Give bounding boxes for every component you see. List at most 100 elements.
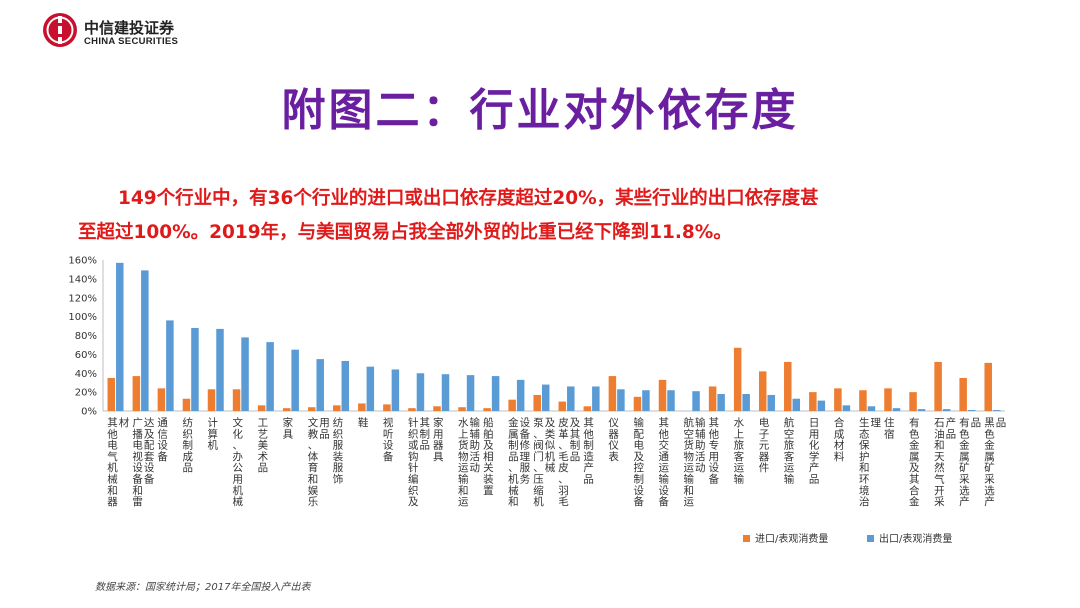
y-tick-label: 20% (75, 388, 97, 399)
bar-import (182, 398, 191, 411)
x-category-label: 针织或钩针编织及其制品 (408, 416, 430, 508)
bar-export (717, 394, 725, 411)
bar-export (191, 327, 199, 411)
bar-import (834, 388, 842, 411)
logo-english-name: CHINA SECURITIES (84, 36, 179, 47)
subtitle-line-1: 149个行业中，有36个行业的进口或出口依存度超过20%，某些行业的出口依存度甚 (118, 188, 819, 209)
bar-export (967, 410, 976, 411)
bar-export (692, 391, 700, 411)
bar-import (358, 403, 366, 411)
bar-export (441, 374, 450, 411)
bar-import (909, 392, 917, 411)
bar-export (592, 386, 600, 411)
bar-import (859, 390, 867, 411)
bar-export (742, 394, 750, 411)
bar-import (483, 408, 491, 411)
x-category-label: 文教、体育和娱乐用品 (308, 416, 330, 508)
bar-import (809, 392, 817, 411)
bar-import (708, 386, 717, 411)
bar-export (842, 405, 851, 411)
bar-import (884, 388, 892, 411)
legend-label-export: 出口/表观消费量 (879, 532, 952, 545)
x-category-label: 航空旅客运输 (784, 416, 795, 486)
x-category-label: 生态保护和环境治理 (859, 416, 882, 508)
bar-import (959, 377, 967, 411)
x-category-label: 黑色金属矿采选产品 (984, 417, 1006, 508)
x-category-label: 工艺美术品 (258, 417, 269, 474)
x-category-label: 航空货物运输和运输辅助活动 (684, 416, 707, 508)
bar-export (341, 360, 350, 411)
bar-import (583, 406, 592, 411)
bar-import (433, 406, 441, 411)
bar-import (257, 405, 266, 411)
y-tick-label: 40% (75, 369, 97, 380)
y-tick-label: 0% (81, 407, 97, 418)
bar-import (758, 371, 767, 411)
bar-import (633, 396, 642, 411)
x-category-label: 其他电气机械和器材 (107, 416, 129, 508)
x-category-label: 纺织服装服饰 (333, 416, 344, 486)
bar-export (867, 406, 876, 411)
x-category-label: 输配电及控制设备 (633, 416, 644, 508)
bar-import (733, 347, 742, 411)
bar-import (282, 408, 291, 411)
bar-export (116, 262, 124, 411)
x-category-label: 仪器仪表 (608, 417, 619, 463)
bar-export (241, 337, 249, 411)
bar-export (667, 390, 675, 411)
x-category-label: 视听设备 (383, 416, 394, 463)
y-tick-label: 120% (68, 293, 97, 304)
bar-import (784, 361, 792, 411)
bar-import (458, 407, 466, 411)
x-category-label: 有色金属及其合金 (909, 416, 920, 508)
bar-export (166, 320, 174, 411)
data-source-note: 数据来源：国家统计局；2017年全国投入产出表 (95, 582, 311, 593)
subtitle-line-2: 至超过100%。2019年，与美国贸易占我全部外贸的比重已经下降到11.8%。 (78, 222, 732, 243)
bar-export (491, 376, 500, 411)
x-category-label: 家用器具 (433, 416, 444, 463)
bar-export (917, 409, 926, 411)
x-category-label: 住宿 (884, 416, 895, 440)
bar-import (132, 376, 141, 411)
bar-export (992, 410, 1001, 411)
bar-import (307, 407, 316, 411)
x-category-label: 计算机 (208, 416, 219, 452)
x-category-label: 文化、办公用机械 (233, 416, 244, 508)
bar-export (567, 386, 575, 411)
x-category-label: 其他制造产品 (583, 417, 594, 486)
bar-import (608, 376, 617, 411)
bar-export (817, 400, 826, 411)
x-category-label: 石油和天然气开采产品 (934, 416, 956, 508)
y-tick-label: 140% (68, 274, 97, 285)
y-tick-label: 80% (75, 331, 97, 342)
x-category-label: 水上旅客运输 (734, 417, 745, 486)
x-category-label: 家具 (283, 416, 294, 440)
bar-import (984, 362, 992, 411)
bar-import (157, 388, 166, 411)
y-tick-label: 100% (68, 312, 97, 323)
x-category-label: 纺织制成品 (182, 416, 193, 474)
bar-import (333, 405, 341, 411)
legend-swatch-import (743, 535, 750, 542)
x-category-label: 有色金属矿采选产品 (959, 416, 981, 508)
x-category-label: 合成材料 (834, 416, 845, 463)
bar-import (408, 408, 416, 411)
bar-import (934, 361, 942, 411)
x-category-label: 通信设备 (157, 417, 168, 463)
x-category-label: 日用化学产品 (809, 417, 820, 486)
bar-export (391, 369, 400, 411)
x-category-label: 其他交通运输设备 (659, 417, 670, 508)
x-category-label: 水上货物运输和运输辅助活动 (458, 416, 481, 508)
x-category-label: 皮革、毛皮、羽毛及其制品 (558, 416, 581, 508)
bar-export (617, 389, 625, 411)
bar-export (541, 384, 550, 411)
bar-import (508, 399, 516, 411)
x-category-label: 鞋 (358, 416, 369, 429)
bar-export (316, 359, 324, 411)
bar-export (266, 342, 274, 411)
dependency-bar-chart: 0% 20% 40% 60% 80% 100% 120% 140% 160% 其他电气机械和器材广… (68, 256, 1006, 546)
x-category-label: 其他专用设备 (709, 417, 720, 486)
bar-import (533, 394, 541, 411)
bar-export (466, 375, 475, 411)
bar-export (892, 408, 901, 411)
